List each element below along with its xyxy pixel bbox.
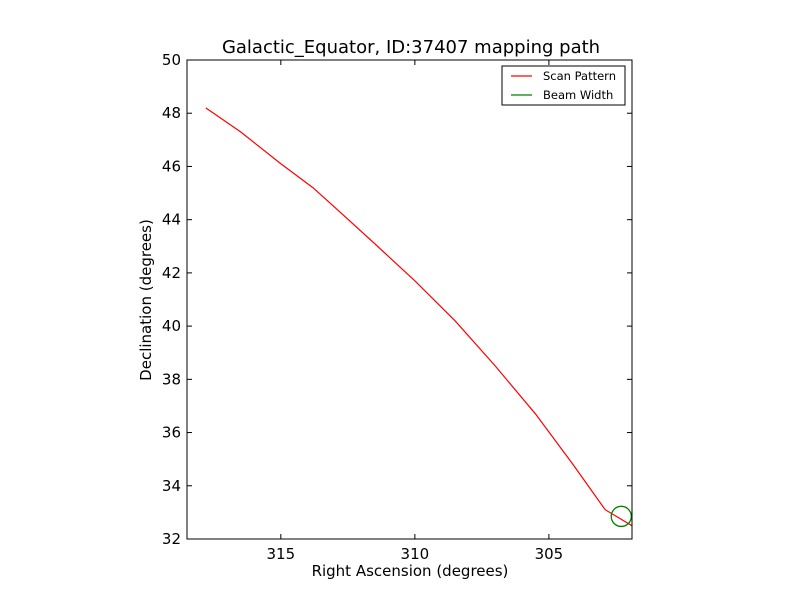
x-tick-label: 305	[535, 545, 564, 563]
axes: 315 310 305 32 34 36 38 40 42 44 46 48 50	[162, 51, 633, 563]
y-tick-label: 50	[162, 51, 181, 69]
y-tick-label: 46	[162, 157, 181, 175]
x-axis-label: Right Ascension (degrees)	[312, 562, 509, 580]
legend-label: Beam Width	[543, 88, 613, 102]
y-tick-label: 36	[162, 424, 181, 442]
y-tick-label: 40	[162, 317, 181, 335]
x-tick-label: 310	[401, 545, 430, 563]
plot-area	[205, 107, 632, 528]
chart-title: Galactic_Equator, ID:37407 mapping path	[222, 37, 600, 58]
y-tick-label: 32	[162, 530, 181, 548]
axes-frame	[186, 59, 633, 540]
legend-box	[501, 65, 626, 106]
series-line-scan-pattern	[205, 107, 632, 527]
y-tick-label: 42	[162, 264, 181, 282]
y-tick-label: 48	[162, 104, 181, 122]
y-axis-label: Declination (degrees)	[137, 219, 155, 381]
y-tick-label: 38	[162, 370, 181, 388]
y-tick-label: 34	[162, 477, 181, 495]
beam-width-circle	[610, 505, 632, 528]
y-tick-label: 44	[162, 211, 181, 229]
x-tick-label: 315	[267, 545, 296, 563]
legend-label: Scan Pattern	[543, 69, 616, 83]
legend: Scan Pattern Beam Width	[501, 65, 626, 106]
